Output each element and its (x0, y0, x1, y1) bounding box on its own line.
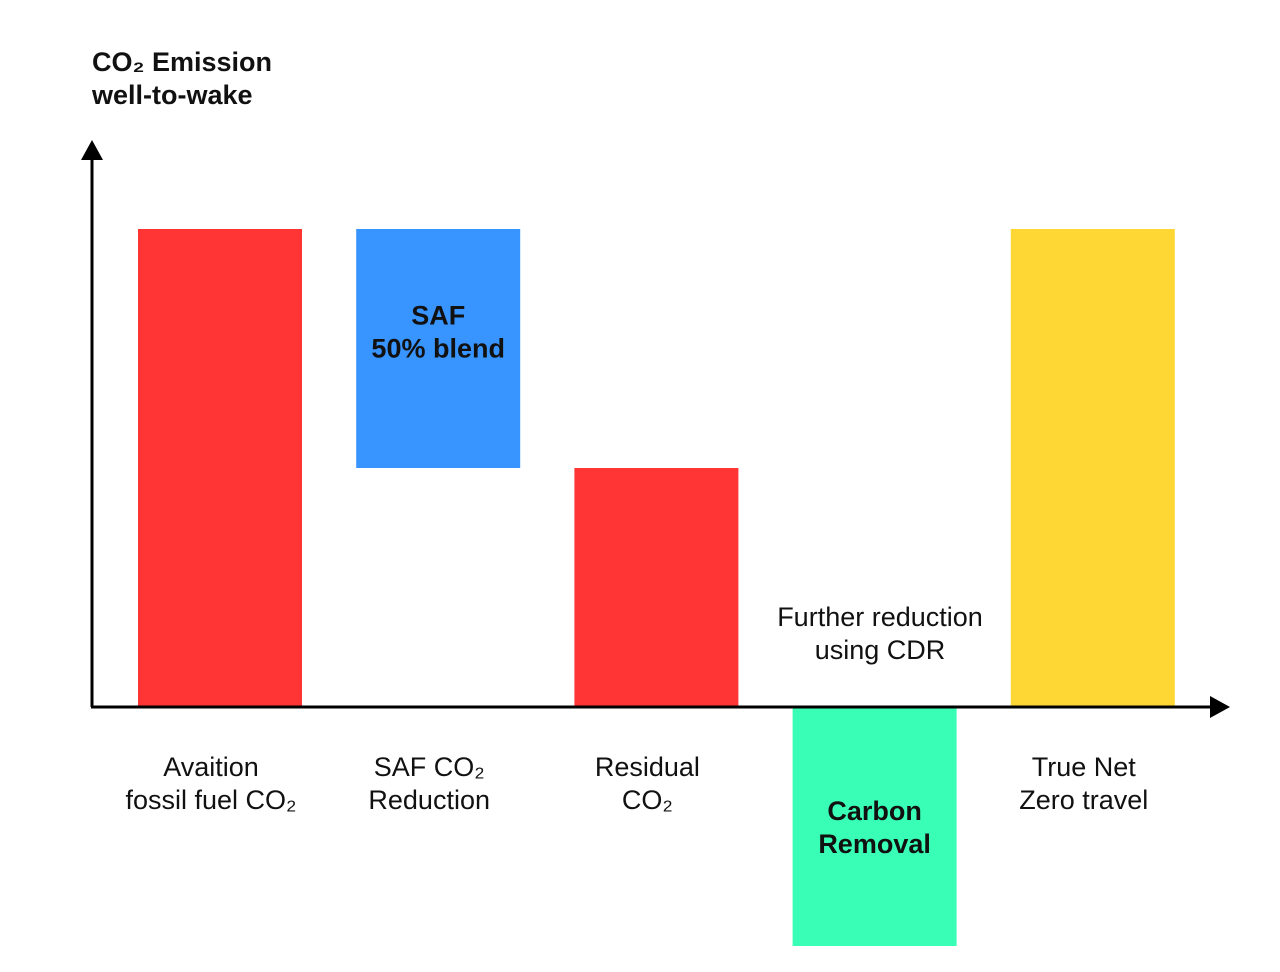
bar-4 (1010, 229, 1175, 707)
bar-3-label-line-1: Carbon (827, 796, 922, 826)
y-axis-label-line-2: well-to-wake (91, 80, 253, 110)
category-label-1-line-1: SAF CO₂ (374, 752, 485, 782)
category-label-0-line-1: Avaition (163, 752, 259, 782)
y-axis-label-line-1: CO₂ Emission (92, 47, 272, 77)
bar-1 (356, 229, 521, 468)
annotation-cdr: Further reduction using CDR (777, 602, 983, 665)
category-label-0-line-2: fossil fuel CO₂ (125, 785, 296, 815)
y-axis-label: CO₂ Emission well-to-wake (91, 47, 272, 110)
annotation-line-2: using CDR (815, 635, 946, 665)
annotation-line-1: Further reduction (777, 602, 983, 632)
bar-1-label-line-2: 50% blend (371, 334, 505, 364)
category-label-4-line-1: True Net (1032, 752, 1137, 782)
category-label-1-line-2: Reduction (368, 785, 490, 815)
bar-0 (138, 229, 302, 707)
category-label-4-line-2: Zero travel (1019, 785, 1148, 815)
category-label-2-line-2: CO₂ (622, 785, 673, 815)
bar-2 (574, 468, 739, 707)
bar-3-label-line-2: Removal (818, 829, 931, 859)
y-axis-arrow (81, 140, 103, 160)
bar-3 (792, 707, 957, 946)
axes-group (81, 140, 1230, 718)
x-axis-arrow (1210, 696, 1230, 718)
category-label-2-line-1: Residual (595, 752, 700, 782)
bar-1-label-line-1: SAF (411, 301, 465, 331)
